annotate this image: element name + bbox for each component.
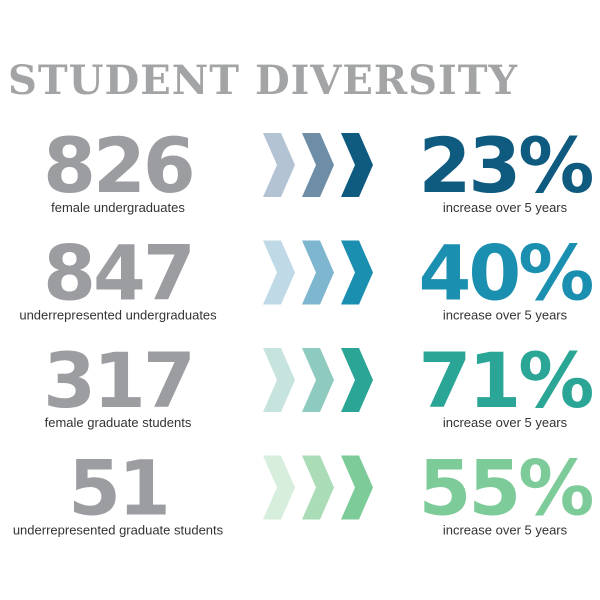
caption: increase over 5 years <box>443 200 568 215</box>
chevron <box>341 133 373 197</box>
stat-label: female undergraduates <box>51 200 185 215</box>
chevron <box>263 240 295 305</box>
chevron <box>302 455 334 520</box>
stat-number: 847 <box>43 229 193 318</box>
chevron <box>302 133 334 197</box>
chevron <box>302 240 334 305</box>
chevron <box>302 348 334 412</box>
chevron <box>341 455 373 520</box>
chevron <box>263 348 295 412</box>
chevron <box>341 348 373 412</box>
percent-increase: 40% <box>419 229 593 318</box>
stat-number: 51 <box>68 444 168 533</box>
chevron <box>263 133 295 197</box>
caption: increase over 5 years <box>443 523 568 538</box>
stat-number: 826 <box>43 121 193 210</box>
caption: increase over 5 years <box>443 415 568 430</box>
chevron <box>263 455 295 520</box>
title: STUDENT DIVERSITY <box>8 57 518 104</box>
caption: increase over 5 years <box>443 308 568 323</box>
percent-increase: 55% <box>419 444 593 533</box>
stat-label: female graduate students <box>45 415 192 430</box>
percent-increase: 71% <box>419 336 593 425</box>
chevron <box>341 240 373 305</box>
stat-label: underrepresented graduate students <box>13 523 224 538</box>
stat-number: 317 <box>43 336 193 425</box>
percent-increase: 23% <box>419 121 593 210</box>
stat-label: underrepresented undergraduates <box>19 308 217 323</box>
